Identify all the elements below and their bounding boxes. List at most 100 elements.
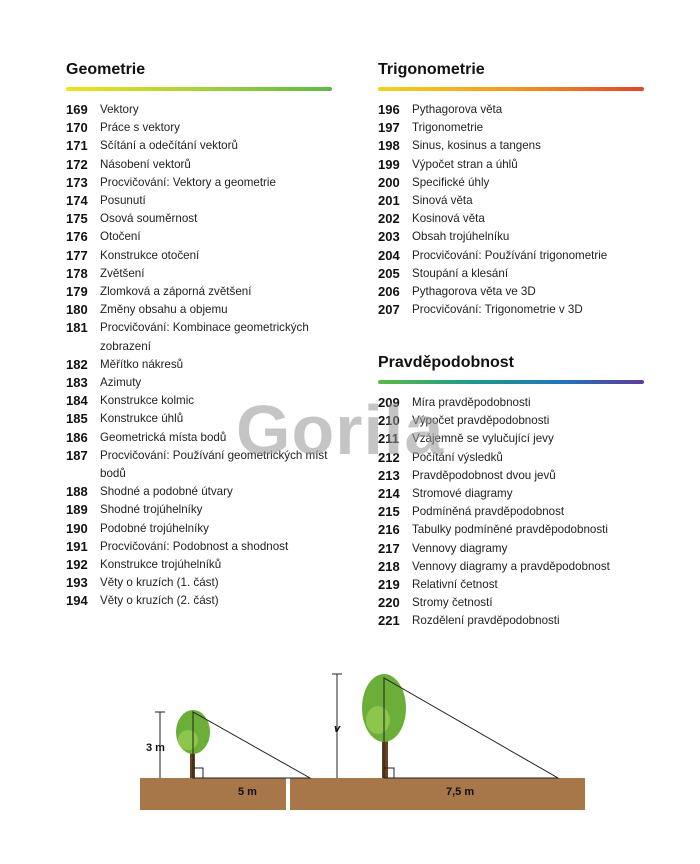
item-title: Podmíněná pravděpodobnost (412, 505, 565, 519)
item-title: Zlomková a záporná zvětšení (100, 285, 252, 299)
toc-item: 184 Konstrukce kolmic (66, 392, 332, 410)
page-number: 218 (378, 558, 400, 574)
page-number: 174 (66, 193, 88, 209)
toc-item: 209 Míra pravděpodobnosti (378, 394, 644, 412)
trunk (382, 710, 388, 778)
page-number: 180 (66, 302, 88, 318)
item-title: Věty o kruzích (2. část) (100, 594, 219, 608)
toc-item: 194 Věty o kruzích (2. část) (66, 592, 332, 610)
item-title: Sčítání a odečítání vektorů (100, 139, 238, 153)
page-number: 179 (66, 284, 88, 300)
item-title: Rozdělení pravděpodobnosti (412, 614, 560, 628)
gradient-rule (378, 380, 644, 384)
page-number: 211 (378, 431, 399, 447)
page-number: 181 (66, 320, 88, 336)
item-title: Měřítko nákresů (100, 357, 184, 371)
section-title: Geometrie (66, 61, 146, 78)
item-title: Relativní četnost (412, 578, 498, 592)
item-title: Shodné trojúhelníky (100, 503, 203, 517)
item-title: Procvičování: Vektory a geometrie (100, 175, 276, 189)
item-title: Procvičování: Podobnost a shodnost (100, 539, 289, 553)
toc-item: 193 Věty o kruzích (1. část) (66, 574, 332, 592)
section: Trigonometrie 196 Pythagorova věta 197 Trigo… (378, 59, 644, 319)
toc-item: 185 Konstrukce úhlů (66, 410, 332, 428)
foliage (366, 706, 390, 734)
page-number: 212 (378, 449, 400, 465)
toc-item: 210 Výpočet pravděpodobnosti (378, 412, 644, 430)
label: 5 m (238, 786, 257, 798)
toc-item: 181 Procvičování: Kombinace geometrických… (66, 319, 332, 355)
toc-item: 201 Sinová věta (378, 192, 644, 210)
page-number: 178 (66, 265, 88, 281)
toc-item: 182 Měřítko nákresů (66, 356, 332, 374)
page-number: 214 (378, 486, 400, 502)
page-number: 200 (378, 174, 400, 190)
toc-item: 199 Výpočet stran a úhlů (378, 156, 644, 174)
item-title: Stromové diagramy (412, 487, 513, 501)
toc-item: 176 Otočení (66, 228, 332, 246)
item-title: Procvičování: Používání geometrických mí… (100, 448, 328, 481)
toc-item: 221 Rozdělení pravděpodobnosti (378, 612, 644, 630)
toc-item: 175 Osová souměrnost (66, 210, 332, 228)
toc-item: 170 Práce s vektory (66, 119, 332, 137)
toc-item: 202 Kosinová věta (378, 210, 644, 228)
toc-item: 186 Geometrická místa bodů (66, 429, 332, 447)
item-title: Shodné a podobné útvary (100, 485, 233, 499)
item-title: Konstrukce trojúhelníků (100, 558, 222, 572)
page-number: 221 (378, 613, 400, 629)
toc-item: 207 Procvičování: Trigonometrie v 3D (378, 301, 644, 319)
label: 3 m (146, 742, 165, 754)
section: Pravděpodobnost 209 Míra pravděpodobnosti 2… (378, 352, 644, 631)
item-title: Osová souměrnost (100, 212, 198, 226)
item-title: Sinová věta (412, 194, 473, 208)
item-title: Vzájemně se vylučující jevy (412, 432, 554, 446)
item-title: Tabulky podmíněné pravděpodobnosti (412, 523, 608, 537)
triangle (383, 677, 560, 779)
page-number: 201 (378, 193, 400, 209)
toc-item: 219 Relativní četnost (378, 576, 644, 594)
page-number: 183 (66, 375, 88, 391)
toc-item: 187 Procvičování: Používání geometrických… (66, 447, 332, 483)
toc-item: 169 Vektory (66, 101, 332, 119)
toc-item: 192 Konstrukce trojúhelníků (66, 556, 332, 574)
page-number: 169 (66, 102, 88, 117)
toc-item: 174 Posunutí (66, 192, 332, 210)
toc-item: 191 Procvičování: Podobnost a shodnost (66, 538, 332, 556)
page-number: 220 (378, 595, 400, 611)
toc-item: 215 Podmíněná pravděpodobnost (378, 503, 644, 521)
item-title: Konstrukce otočení (100, 248, 200, 262)
page-number: 206 (378, 284, 400, 300)
item-title: Stoupání a klesání (412, 266, 509, 280)
item-title: Zvětšení (100, 266, 145, 280)
page-number: 188 (66, 484, 88, 500)
toc-item: 197 Trigonometrie (378, 119, 644, 137)
toc-item: 188 Shodné a podobné útvary (66, 483, 332, 501)
toc-item: 214 Stromové diagramy (378, 485, 644, 503)
toc-item: 212 Počítání výsledků (378, 449, 644, 467)
toc-item: 204 Procvičování: Používání trigonometrie (378, 247, 644, 265)
item-title: Procvičování: Používání trigonometrie (412, 248, 608, 262)
page-number: 186 (66, 429, 88, 445)
page-number: 199 (378, 156, 400, 172)
page-number: 177 (66, 247, 88, 263)
right-angle (383, 767, 395, 779)
toc-item: 172 Násobení vektorů (66, 156, 332, 174)
item-title: Konstrukce úhlů (100, 412, 184, 426)
foliage (178, 730, 198, 750)
toc-item: 200 Specifické úhly (378, 174, 644, 192)
toc-item: 179 Zlomková a záporná zvětšení (66, 283, 332, 301)
page-number: 190 (66, 520, 88, 536)
toc-item: 178 Zvětšení (66, 265, 332, 283)
item-title: Násobení vektorů (100, 157, 191, 171)
item-title: Pythagorova věta ve 3D (412, 285, 536, 299)
item-title: Výpočet stran a úhlů (412, 157, 518, 171)
item-title: Procvičování: Kombinace geometrických zo… (100, 321, 309, 353)
page-number: 173 (66, 174, 88, 190)
page-number: 207 (378, 302, 400, 318)
toc-item: 205 Stoupání a klesání (378, 265, 644, 283)
item-title: Pravděpodobnost dvou jevů (412, 468, 556, 482)
item-title: Konstrukce kolmic (100, 394, 195, 408)
toc-item: 180 Změny obsahu a objemu (66, 301, 332, 319)
section: Geometrie 169 Vektory 170 Práce s vektory 171… (66, 59, 332, 611)
